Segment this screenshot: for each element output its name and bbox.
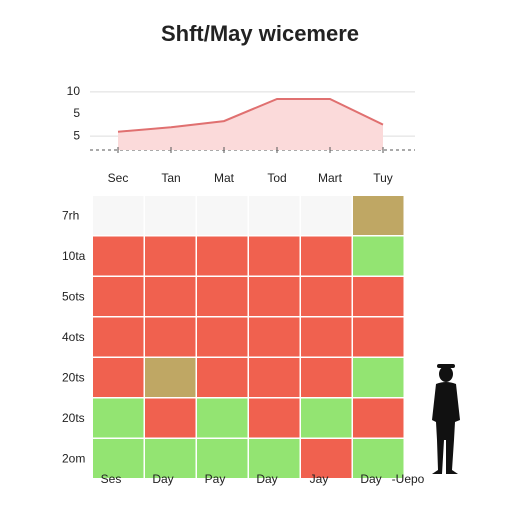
- heat-cell: [197, 317, 248, 357]
- column-label: Day: [360, 472, 381, 486]
- heat-cell: [145, 358, 196, 397]
- x-tick-label: Mat: [214, 171, 235, 185]
- column-label: Jay: [310, 472, 329, 486]
- column-label: Pay: [205, 472, 226, 486]
- x-tick-label: Mart: [318, 171, 343, 185]
- y-tick-label: 10: [67, 84, 81, 98]
- heat-cell: [249, 236, 300, 276]
- heat-cell: [353, 317, 404, 357]
- heat-cell: [353, 236, 404, 276]
- heat-cell: [145, 317, 196, 357]
- heat-cell: [353, 358, 404, 397]
- line-area: [118, 98, 383, 150]
- line: [117, 97, 384, 133]
- heat-cell: [353, 196, 404, 235]
- heat-cell: [249, 196, 300, 235]
- heat-cell: [93, 317, 144, 357]
- heat-cell: [145, 439, 196, 478]
- row-label: 10ta: [62, 249, 86, 263]
- heat-cell: [353, 277, 404, 316]
- heat-cell: [145, 236, 196, 276]
- heat-cell: [145, 277, 196, 316]
- row-label: 20ts: [62, 370, 85, 384]
- column-label: Day: [152, 472, 173, 486]
- heat-cell: [301, 277, 352, 316]
- heat-cell: [93, 277, 144, 316]
- column-label: Day: [256, 472, 277, 486]
- row-label: 2om: [62, 451, 85, 465]
- heat-cell: [197, 398, 248, 438]
- heat-cell: [197, 439, 248, 478]
- heat-cell: [301, 358, 352, 397]
- x-tick-label: Tuy: [373, 171, 393, 185]
- heat-cell: [145, 196, 196, 235]
- heat-cell: [197, 277, 248, 316]
- heat-cell: [197, 358, 248, 397]
- heat-cell: [197, 196, 248, 235]
- heat-cell: [93, 439, 144, 478]
- heat-cell: [93, 358, 144, 397]
- heat-cell: [93, 196, 144, 235]
- row-label: 20ts: [62, 411, 85, 425]
- heat-cell: [301, 317, 352, 357]
- heat-cell: [249, 439, 300, 478]
- column-annotation: -Uepo: [392, 472, 425, 486]
- heat-cell: [301, 236, 352, 276]
- row-label: 5ots: [62, 289, 85, 303]
- heat-cell: [249, 317, 300, 357]
- chart-title: Shft/May wicemere: [161, 21, 359, 46]
- heat-cell: [353, 439, 404, 478]
- heat-cell: [249, 358, 300, 397]
- x-tick-label: Sec: [108, 171, 129, 185]
- person-silhouette: [432, 364, 460, 474]
- heat-cell: [301, 439, 352, 478]
- heat-cell: [301, 398, 352, 438]
- heat-cell: [249, 277, 300, 316]
- column-label: Ses: [101, 472, 122, 486]
- heat-cell: [93, 398, 144, 438]
- y-annotation: 5: [73, 106, 80, 120]
- heat-cell: [93, 236, 144, 276]
- heat-cell: [197, 236, 248, 276]
- row-label: 7rh: [62, 208, 79, 222]
- y-tick-label: 5: [73, 128, 80, 142]
- row-label: 4ots: [62, 330, 85, 344]
- heat-cell: [249, 398, 300, 438]
- x-tick-label: Tod: [267, 171, 286, 185]
- heat-cell: [145, 398, 196, 438]
- x-tick-label: Tan: [161, 171, 180, 185]
- heat-cell: [301, 196, 352, 235]
- heat-cell: [353, 398, 404, 438]
